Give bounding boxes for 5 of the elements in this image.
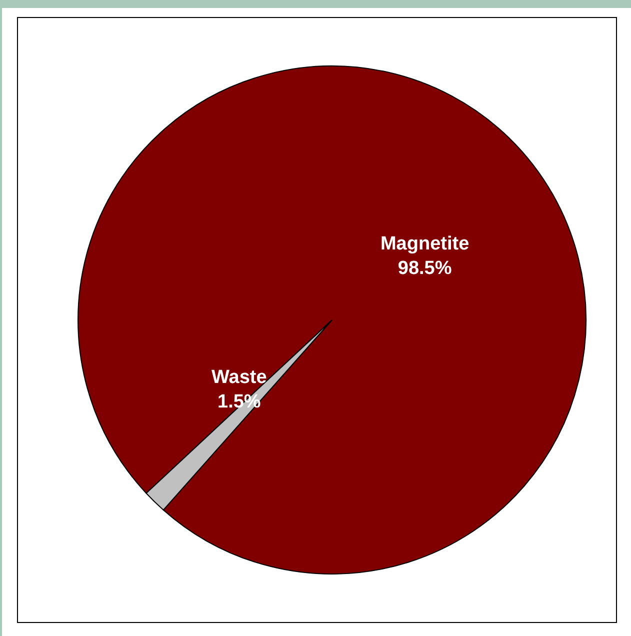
data-label: 98.5% xyxy=(398,258,452,280)
pie-slice xyxy=(146,320,332,510)
pie-slice xyxy=(78,66,586,574)
slice-label: Waste xyxy=(212,366,267,388)
slice-label: Magnetite xyxy=(380,234,470,254)
